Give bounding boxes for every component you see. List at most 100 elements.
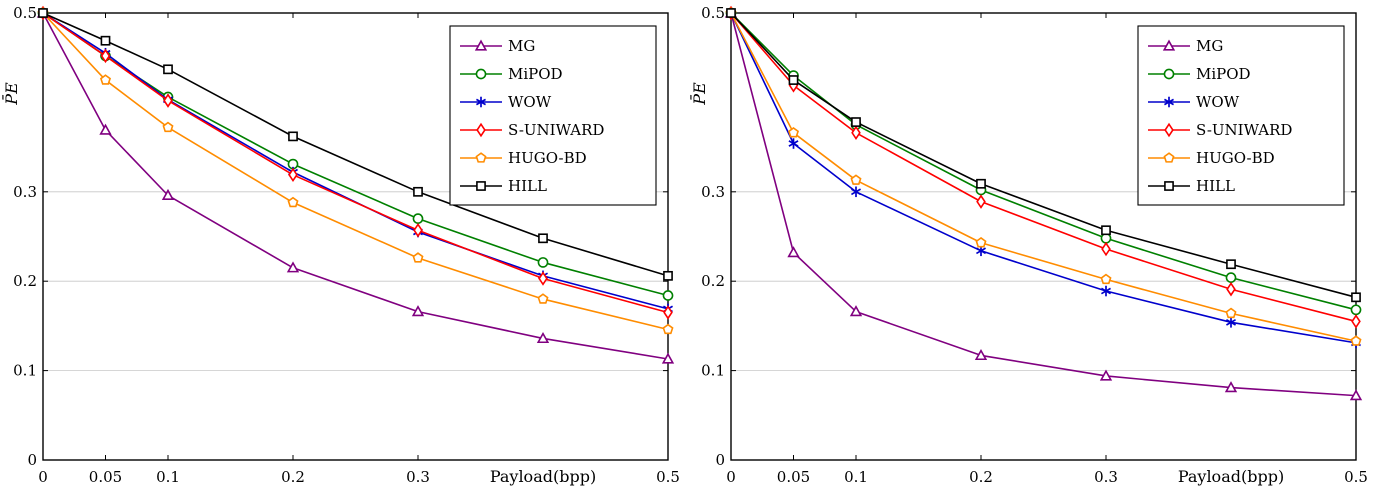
legend-entry: S-UNIWARD: [1148, 121, 1292, 139]
legend-label: HUGO-BD: [508, 149, 587, 167]
data-point-square: [163, 64, 173, 75]
legend-marker-pentagon: [1163, 152, 1175, 163]
x-tick-label: 0.05: [777, 468, 810, 486]
data-point-diamond: [163, 93, 173, 108]
data-point-diamond: [851, 125, 861, 140]
y-tick-label: 0.2: [701, 272, 725, 290]
x-tick-label: 0: [38, 468, 48, 486]
series-mg: [724, 6, 1363, 401]
data-point-pentagon: [537, 293, 549, 304]
legend-marker-asterisk: [476, 96, 486, 108]
data-point-pentagon: [1350, 335, 1362, 346]
data-point-pentagon: [412, 252, 424, 263]
data-point-pentagon: [787, 127, 800, 138]
data-point-square: [1351, 292, 1361, 303]
plot-frame: [730, 12, 1357, 461]
y-tick-label: 0.3: [701, 183, 725, 201]
x-tick-label: 0.5: [656, 468, 680, 486]
legend-marker-circle: [475, 68, 487, 80]
legend-entry: HILL: [460, 177, 547, 195]
data-point-square: [663, 270, 673, 281]
data-point-triangle: [99, 123, 112, 135]
data-point-diamond: [1226, 282, 1236, 297]
data-point-circle: [412, 213, 424, 224]
asterisk-stroke: [1101, 287, 1111, 295]
data-point-square: [851, 117, 861, 127]
data-point-square: [1101, 225, 1111, 236]
data-point-pentagon: [662, 323, 674, 335]
y-tick-label: 0: [715, 451, 725, 469]
data-point-diamond: [538, 271, 548, 286]
legend-label: HUGO-BD: [1196, 149, 1275, 167]
legend-marker-triangle: [1162, 39, 1176, 51]
y-tick-label: 0.1: [701, 362, 725, 380]
data-point-triangle: [1099, 369, 1113, 381]
asterisk-stroke: [851, 188, 861, 196]
legend-label: MG: [1196, 37, 1223, 55]
data-point-triangle: [974, 348, 988, 361]
x-tick-label: 0: [726, 468, 736, 486]
legend-marker-square: [1164, 181, 1174, 191]
data-point-triangle: [161, 188, 175, 201]
data-point-diamond: [100, 48, 111, 64]
x-tick-label: 0.2: [969, 468, 993, 486]
data-point-pentagon: [975, 236, 987, 248]
legend-label: MiPOD: [1196, 65, 1251, 83]
chart-panel-2: 0 0.1 0.2 0.3 0.5 0 0.05 0.1 0.2 0.3 0.5 Payload(bp…: [688, 4, 1368, 486]
y-tick-label: 0.1: [13, 362, 37, 380]
data-point-circle: [1350, 304, 1362, 316]
plot-frame: [42, 12, 669, 461]
y-axis-label: P̄E: [0, 82, 21, 106]
legend-label: HILL: [508, 177, 547, 195]
data-point-diamond: [288, 167, 298, 183]
x-tick-label: 0.3: [406, 468, 430, 486]
data-point-triangle: [286, 261, 300, 273]
legend-label: HILL: [1196, 177, 1235, 195]
data-point-circle: [662, 290, 674, 301]
legend-label: MG: [508, 37, 535, 55]
legend-entry: MiPOD: [460, 65, 563, 83]
data-point-asterisk: [788, 138, 799, 149]
legend-entry: MiPOD: [1148, 65, 1251, 83]
data-point-pentagon: [99, 74, 112, 85]
data-point-triangle: [411, 305, 425, 317]
legend-entry: MG: [460, 37, 535, 55]
data-point-triangle: [1349, 389, 1363, 401]
data-point-asterisk: [851, 186, 861, 198]
y-tick-label: 0.2: [13, 272, 37, 290]
legend-entry: HUGO-BD: [460, 149, 587, 167]
legend-label: S-UNIWARD: [1196, 121, 1292, 139]
x-tick-label: 0.05: [89, 468, 122, 486]
series-hill: [726, 8, 1361, 303]
legend-marker-asterisk: [1164, 96, 1174, 108]
data-point-asterisk: [1226, 317, 1236, 328]
legend-marker-triangle: [474, 39, 488, 51]
legend-box: [449, 25, 657, 206]
data-point-triangle: [661, 352, 675, 364]
series-hill: [38, 8, 673, 281]
x-tick-label: 0.5: [1344, 468, 1368, 486]
data-point-diamond: [413, 223, 423, 238]
data-point-square: [788, 75, 799, 85]
chart-panel-1: 0 0.1 0.2 0.3 0.5 0 0.05 0.1 0.2 0.3 0.5 Payload(bp…: [0, 4, 680, 486]
legend-entry: HUGO-BD: [1148, 149, 1275, 167]
legend-box: [1137, 25, 1345, 206]
legend-label: S-UNIWARD: [508, 121, 604, 139]
x-axis-label: Payload(bpp): [1178, 467, 1284, 486]
legend: MG MiPOD WOW S-UNIWARD HUGO-BD HILL: [1137, 25, 1345, 206]
x-tick-label: 0.3: [1094, 468, 1118, 486]
series-hugo-bd: [725, 7, 1362, 346]
data-point-circle: [1225, 272, 1237, 283]
legend-entry: MG: [1148, 37, 1223, 55]
legend-marker-diamond: [1164, 122, 1174, 138]
data-point-square: [100, 35, 111, 46]
legend-entry: WOW: [460, 93, 552, 111]
asterisk-stroke: [476, 98, 486, 106]
data-point-square: [726, 8, 736, 18]
data-point-pentagon: [850, 174, 862, 185]
legend-label: WOW: [508, 93, 552, 111]
legend-entry: HILL: [1148, 177, 1235, 195]
legend-entry: S-UNIWARD: [460, 121, 604, 139]
